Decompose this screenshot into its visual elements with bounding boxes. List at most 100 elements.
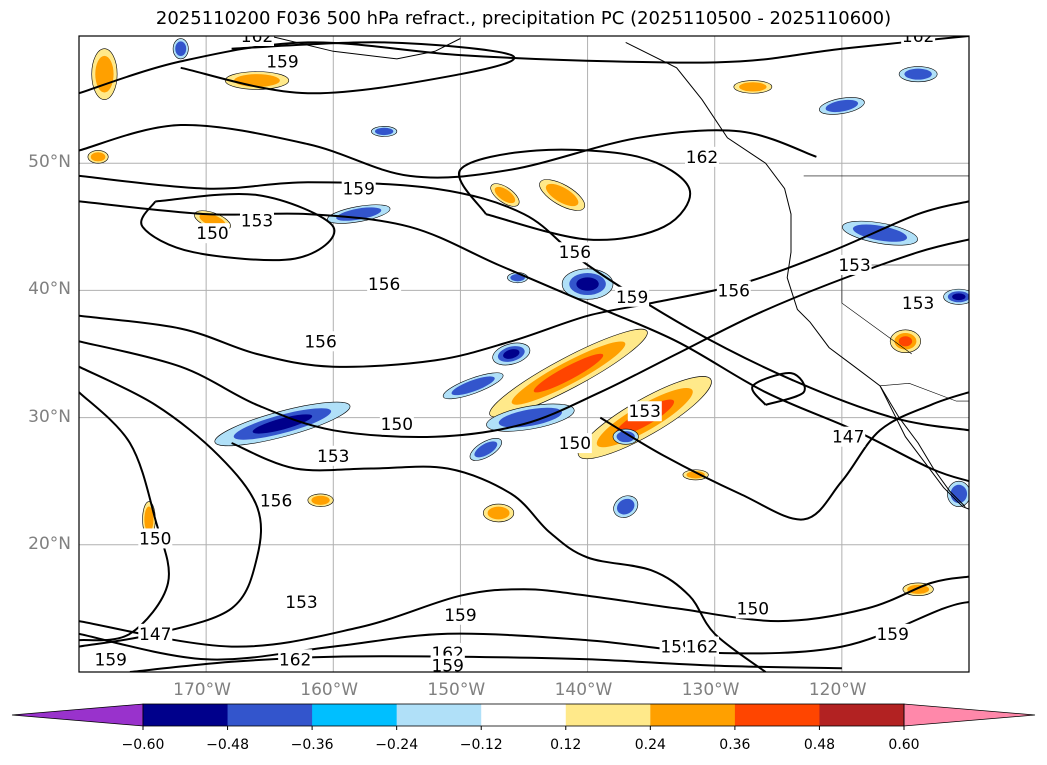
precip-positive-patch: [545, 183, 579, 207]
colorbar-tick-label: 0.12: [550, 737, 582, 753]
contour-label: 150: [559, 434, 591, 454]
coastline: [269, 36, 461, 60]
contour-label: 162: [686, 148, 718, 168]
height-contour: [180, 41, 516, 95]
precip-negative-patch: [616, 498, 635, 515]
latitude-label: 50°N: [28, 152, 71, 173]
precip-negative-patch: [374, 127, 394, 136]
longitude-label: 170°W: [173, 680, 231, 700]
height-contour: [231, 442, 767, 672]
contour-label-bg: [557, 242, 592, 263]
political-border: [841, 265, 912, 355]
height-contour: [140, 192, 336, 262]
contour-label: 147: [832, 428, 864, 448]
precip-negative-patch: [825, 99, 859, 113]
longitude-label: 160°W: [300, 680, 359, 700]
colorbar: [11, 703, 1036, 730]
contour-label: 153: [902, 294, 934, 314]
latitude-label: 40°N: [28, 279, 71, 300]
longitude-label: 140°W: [554, 680, 613, 700]
latitude-label: 30°N: [28, 406, 71, 427]
contour-label-bg: [240, 36, 274, 46]
contour-label-bg: [195, 223, 230, 244]
precip-negative-patch: [616, 431, 635, 443]
contour-label: 153: [629, 402, 661, 422]
contour-label: 159: [95, 650, 127, 670]
precip-positive-patch: [898, 336, 913, 347]
precip-negative-patch: [498, 407, 562, 428]
contour-label: 156: [368, 275, 400, 295]
contour-label: 159: [266, 52, 298, 72]
precip-positive-patch: [739, 82, 767, 92]
precip-negative-patch: [510, 274, 525, 282]
contour-label: 153: [241, 211, 273, 231]
contour-label: 162: [241, 27, 273, 47]
contour-label: 162: [686, 638, 718, 658]
height-contour: [79, 36, 969, 95]
map-title: 2025110200 F036 500 hPa refract., precip…: [155, 8, 892, 29]
height-contour: [79, 391, 170, 642]
contour-label-bg: [138, 528, 173, 549]
contour-label-bg: [831, 426, 866, 447]
colorbar-segment: [227, 704, 313, 726]
height-contour: [79, 123, 817, 179]
height-contour: [457, 148, 692, 241]
contour-label-bg: [901, 293, 936, 314]
precip-positive-patch: [494, 186, 516, 204]
contour-label: 162: [279, 650, 311, 670]
coastline: [879, 385, 966, 507]
colorbar-tick-label: 0.48: [803, 737, 836, 753]
contour-label: 150: [737, 599, 769, 619]
contour-label-bg: [341, 178, 376, 199]
precip-negative-patch: [503, 349, 520, 359]
precip-positive-patch: [533, 353, 604, 393]
contour-label: 159: [616, 288, 648, 308]
contour-label-bg: [379, 413, 414, 434]
precip-positive-patch: [144, 506, 154, 533]
contour-label-bg: [278, 649, 313, 670]
colorbar-tick-label: −0.12: [459, 737, 503, 753]
colorbar-extend-high: [903, 703, 1036, 727]
precip-negative-patch: [576, 277, 599, 291]
colorbar-segment: [734, 704, 820, 726]
contour-label: 153: [317, 447, 349, 467]
colorbar-segment: [565, 704, 651, 726]
height-contour: [79, 365, 262, 648]
contour-label-bg: [557, 433, 592, 454]
map-plot-area: 162 159 162 162 159 153 150 156 156 159 156 153 153 1…: [79, 27, 969, 672]
contour-label-bg: [685, 146, 719, 167]
colorbar-segment: [143, 704, 229, 726]
contour-label-bg: [303, 331, 338, 352]
contour-label-bg: [138, 623, 173, 644]
precip-negative-patch: [252, 414, 313, 434]
contour-label-bg: [627, 401, 662, 422]
contour-label-bg: [316, 445, 351, 466]
map-frame: [78, 35, 970, 673]
contour-label: 159: [876, 625, 908, 645]
contour-label: 147: [139, 625, 171, 645]
contour-label: 156: [304, 332, 336, 352]
contour-label: 159: [342, 180, 374, 200]
precip-negative-patch: [952, 293, 966, 301]
precip-negative-patch: [474, 441, 498, 458]
contour-label: 156: [718, 281, 750, 301]
contour-label-bg: [837, 254, 872, 275]
colorbar-tick-label: −0.36: [290, 737, 334, 753]
colorbar-segment: [312, 704, 398, 726]
contour-label-bg: [240, 210, 274, 231]
contour-label: 156: [260, 491, 292, 511]
colorbar-tick-label: −0.24: [375, 737, 419, 753]
coastline: [625, 41, 969, 510]
precip-negative-patch: [175, 41, 187, 57]
longitude-label: 130°W: [681, 680, 740, 700]
contour-label-bg: [735, 598, 770, 619]
precip-positive-patch: [487, 506, 510, 520]
contour-label-bg: [716, 280, 751, 301]
contour-label-bg: [259, 490, 294, 511]
contour-label: 156: [559, 243, 591, 263]
contour-label: 150: [139, 529, 171, 549]
contour-label-bg: [901, 36, 936, 46]
precip-negative-patch: [904, 68, 932, 80]
contour-label-bg: [93, 649, 128, 670]
